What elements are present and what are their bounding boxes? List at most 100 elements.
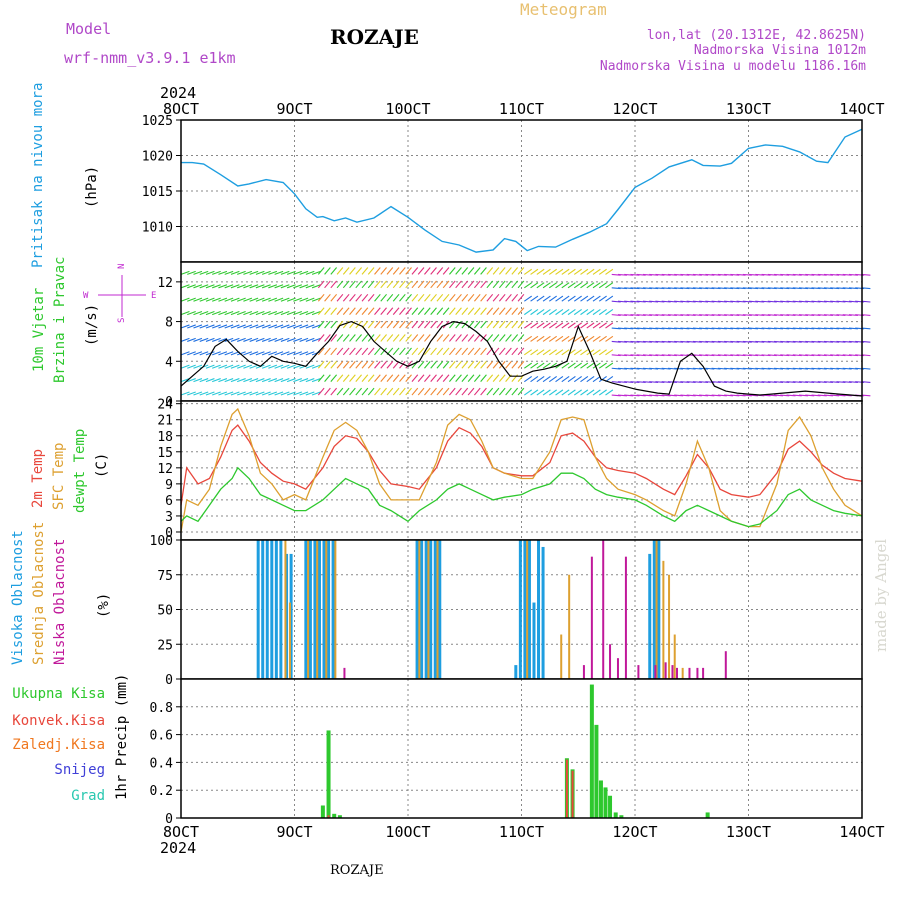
precip-ytick-label: 0.8 [150,701,173,716]
compass-w: W [83,291,89,301]
wind-arrow [374,320,381,329]
wind-arrow [542,309,551,316]
low-cloud-bar [616,658,619,679]
precip-panel: 0 0.2 0.4 0.6 0.8 [150,678,863,827]
wind-arrow [555,335,564,342]
wind-arrow [399,374,406,382]
wind-arrow [548,282,557,289]
total-precip-bar [619,815,624,818]
wind-arrow [505,320,512,329]
high-cloud-bar [415,540,419,679]
wind-arrow [205,351,215,356]
high-cloud-bar [420,540,424,679]
low-cloud-bar [696,667,699,679]
wind-arrow [374,347,381,356]
wind-arrow [461,280,469,289]
bottom-tick-label: 13OCT [726,823,771,841]
wind-arrow [567,389,576,396]
wind-arrow [580,322,589,329]
wind-arrow [417,387,425,396]
bottom-tick-label: 12OCT [612,823,657,841]
wind-arrow [280,364,290,369]
pressure-ylabel: Pritisak na nivou mora [30,83,46,268]
wind-arrow [299,378,309,383]
wind-arrow [430,280,437,289]
bottom-time-ticks: 8OCT 9OCT 10OCT 11OCT 12OCT 13OCT 14OCT [163,823,885,841]
wind-arrow [367,293,375,302]
wind-arrow [561,335,570,342]
wind-arrow [293,297,303,302]
wind-arrow [511,307,519,315]
top-tick-label: 12OCT [612,100,657,118]
wind-arrow [324,280,331,289]
wind-arrow [355,360,362,369]
wind-arrow [517,280,525,289]
wind-arrow [555,389,564,396]
wind-arrow [598,268,607,275]
wind-arrow [498,334,506,342]
wind-arrow [492,334,500,342]
wind-arrow [592,376,601,383]
top-tick-label: 10OCT [385,100,430,118]
wind-arrow [524,335,533,342]
wind-arrow [380,334,387,342]
wind-arrow [436,307,444,315]
wind-arrow [473,347,481,356]
top-tick-label: 14OCT [839,100,884,118]
wind-arrow [511,267,519,275]
wind-arrow [349,267,356,275]
wind-arrow [212,351,221,356]
wind-arrow [230,270,240,275]
wind-arrow [212,284,221,289]
wind-arrow [424,374,431,382]
mid-cloud-bar [668,574,671,679]
wind-arrow [361,360,369,369]
wind-arrow [548,322,557,329]
wind-arrow [236,378,246,383]
wind-arrow [193,270,203,275]
wind-arrow [205,270,215,275]
wind-arrow [580,376,589,383]
wind-arrow [573,335,582,342]
wind-arrow [361,267,369,275]
wind-arrow [598,322,607,329]
wind-arrow [455,267,462,275]
wind-arrow [187,351,196,356]
wind-arrow [311,270,321,275]
mid-cloud-bar [316,540,319,679]
wind-arrow [561,389,570,396]
wind-arrow [586,282,595,289]
total-precip-bar [705,812,710,818]
wind-arrow [467,307,475,315]
wind-arrow [567,268,576,275]
wind-arrow [449,360,456,369]
temp-ytick-label: 6 [165,494,173,509]
wind-arrow [317,293,325,302]
wind-arrow [243,364,253,369]
wind-arrow [243,337,253,342]
wind-arrow [449,334,456,342]
wind-arrow [367,267,375,275]
wind-arrow [861,381,871,383]
total-precip-bar [603,787,608,818]
wind-arrow [561,295,570,302]
wind-ytick-label: 12 [157,276,173,291]
wind-arrow [280,311,290,316]
precip-frame [180,678,863,819]
wind-arrow [230,391,240,396]
wind-arrow [374,387,381,396]
wind-arrow [199,297,209,302]
wind-arrow [511,334,519,342]
wind-arrow [455,374,462,382]
wind-arrow [567,309,576,316]
wind-ytick-label: 0 [165,395,173,410]
model-name: wrf-nmm_v3.9.1 e1km [64,49,236,67]
pressure-unit: (hPa) [84,166,100,208]
wind-arrow [361,387,369,396]
wind-arrow [511,280,519,289]
wind-arrow [311,284,321,289]
pressure-ytick-label: 1015 [142,185,173,200]
wind-arrow [436,360,444,369]
wind-arrow [330,293,338,302]
wind-arrow [392,334,400,342]
